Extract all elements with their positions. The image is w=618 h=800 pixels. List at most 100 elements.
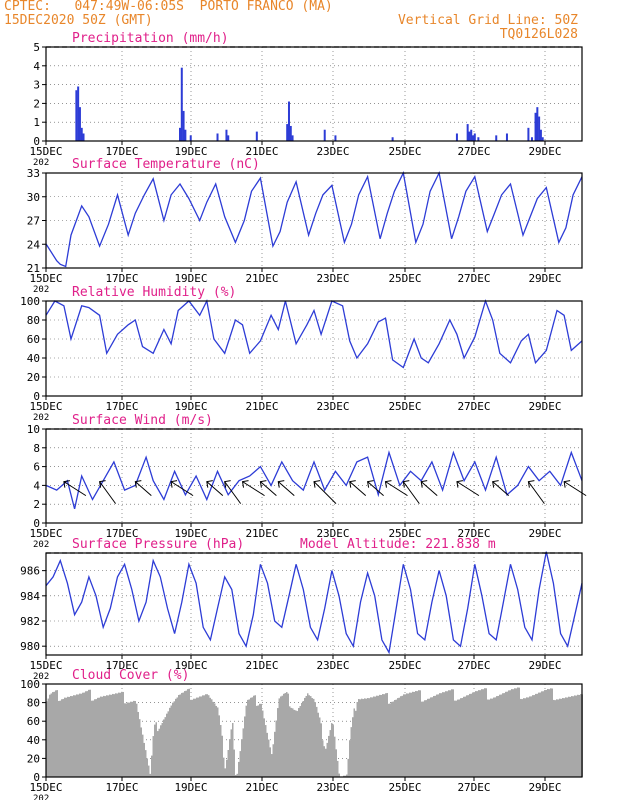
cloud-bar bbox=[203, 695, 205, 777]
cloud-bar bbox=[478, 690, 480, 777]
cloud-bar bbox=[334, 736, 336, 777]
cloud-bar bbox=[557, 699, 559, 777]
cloud-bar bbox=[149, 773, 151, 777]
cloud-bar bbox=[214, 703, 216, 777]
cloud-bar bbox=[88, 689, 90, 777]
x-tick-label: 15DEC bbox=[29, 781, 62, 794]
cloud-bar bbox=[280, 696, 282, 777]
panel-title: Surface Temperature (nC) bbox=[72, 157, 260, 172]
cloud-bar bbox=[572, 696, 574, 777]
cloud-bar bbox=[286, 692, 288, 777]
cloud-bar bbox=[529, 696, 531, 777]
precip-bar bbox=[82, 133, 85, 141]
cloud-bar bbox=[188, 688, 190, 777]
precip-bar bbox=[189, 135, 192, 141]
cloud-bar bbox=[230, 729, 232, 777]
cloud-bar bbox=[73, 695, 75, 777]
cloud-bar bbox=[130, 701, 132, 777]
cloud-bar bbox=[439, 693, 441, 777]
cloud-bar bbox=[358, 698, 360, 777]
precip-bar bbox=[184, 129, 187, 141]
cloud-bar bbox=[496, 696, 498, 777]
cloud-bar bbox=[248, 699, 250, 777]
cloud-bar bbox=[305, 695, 307, 777]
cloud-bar bbox=[56, 690, 58, 777]
y-tick-label: 80 bbox=[27, 314, 40, 327]
cloud-bar bbox=[113, 694, 115, 777]
cloud-bar bbox=[179, 694, 181, 777]
cloud-bar bbox=[122, 691, 124, 777]
wind-arrow bbox=[349, 481, 367, 497]
panel-annotation: Model Altitude: 221.838 m bbox=[300, 537, 496, 552]
cloud-bar bbox=[536, 693, 538, 777]
cloud-bar bbox=[464, 696, 466, 777]
y-tick-label: 80 bbox=[27, 697, 40, 710]
cloud-bar bbox=[449, 690, 451, 777]
cloud-bar bbox=[253, 695, 255, 777]
precip-bar bbox=[539, 129, 542, 141]
y-tick-label: 984 bbox=[20, 590, 40, 603]
cloud-bar bbox=[133, 700, 135, 777]
cloud-bar bbox=[191, 699, 193, 777]
wind-arrow bbox=[563, 481, 587, 497]
cloud-bar bbox=[467, 695, 469, 777]
cloud-bar bbox=[574, 695, 576, 777]
x-tick-label: 23DEC bbox=[316, 527, 349, 540]
cloud-bar bbox=[569, 696, 571, 777]
cloud-bar bbox=[415, 690, 417, 777]
cloud-bar bbox=[398, 697, 400, 777]
x-tick-label: 27DEC bbox=[457, 400, 490, 413]
cloud-bar bbox=[559, 698, 561, 777]
wind-arrow-head bbox=[456, 480, 464, 488]
cloud-bar bbox=[244, 716, 246, 777]
cloud-bar bbox=[218, 715, 220, 777]
cloud-bar bbox=[172, 702, 174, 777]
cloud-bar bbox=[338, 773, 340, 777]
precip-bar bbox=[291, 135, 294, 141]
y-tick-label: 0 bbox=[33, 517, 40, 530]
wind-arrow-head bbox=[492, 480, 499, 488]
y-tick-label: 100 bbox=[20, 295, 40, 308]
cloud-bar bbox=[407, 693, 409, 777]
y-tick-label: 27 bbox=[27, 215, 40, 228]
cloud-bar bbox=[208, 695, 210, 777]
cloud-bar bbox=[140, 727, 142, 777]
x-tick-label: 23DEC bbox=[316, 400, 349, 413]
x-tick-label: 29DEC bbox=[528, 145, 561, 158]
cloud-bar bbox=[455, 700, 457, 777]
cloud-bar bbox=[245, 705, 247, 777]
cloud-bar bbox=[430, 697, 432, 777]
cloud-bar bbox=[328, 735, 330, 777]
cloud-bar bbox=[553, 699, 555, 777]
precip-bar bbox=[179, 127, 181, 141]
cloud-bar bbox=[181, 692, 183, 777]
cloud-bar bbox=[350, 727, 352, 777]
x-tick-label: 25DEC bbox=[388, 400, 421, 413]
series-line bbox=[45, 450, 583, 510]
cloud-bar bbox=[499, 694, 501, 777]
cloud-bar bbox=[514, 688, 516, 777]
cloud-bar bbox=[220, 724, 222, 777]
y-tick-label: 982 bbox=[20, 615, 40, 628]
cloud-bar bbox=[232, 723, 234, 777]
cloud-bar bbox=[247, 699, 249, 777]
cloud-bar bbox=[301, 702, 303, 777]
y-tick-label: 0 bbox=[33, 771, 40, 784]
precip-bar bbox=[227, 135, 230, 141]
cloud-bar bbox=[226, 759, 228, 777]
cloud-bar bbox=[400, 696, 402, 777]
cloud-bar bbox=[544, 690, 546, 777]
cloud-bar bbox=[397, 698, 399, 777]
y-tick-label: 4 bbox=[33, 60, 40, 73]
x-tick-label: 17DEC bbox=[105, 400, 138, 413]
cloud-bar bbox=[173, 701, 175, 777]
cloud-bar bbox=[136, 703, 138, 777]
panel-frame bbox=[45, 683, 583, 778]
wind-arrow bbox=[224, 481, 242, 504]
wind-arrow bbox=[313, 481, 337, 504]
cloud-bar bbox=[533, 695, 535, 777]
cloud-bar bbox=[241, 739, 243, 777]
cloud-bar bbox=[277, 708, 279, 777]
x-tick-label: 21DEC bbox=[245, 272, 278, 285]
x-tick-label: 29DEC bbox=[528, 272, 561, 285]
